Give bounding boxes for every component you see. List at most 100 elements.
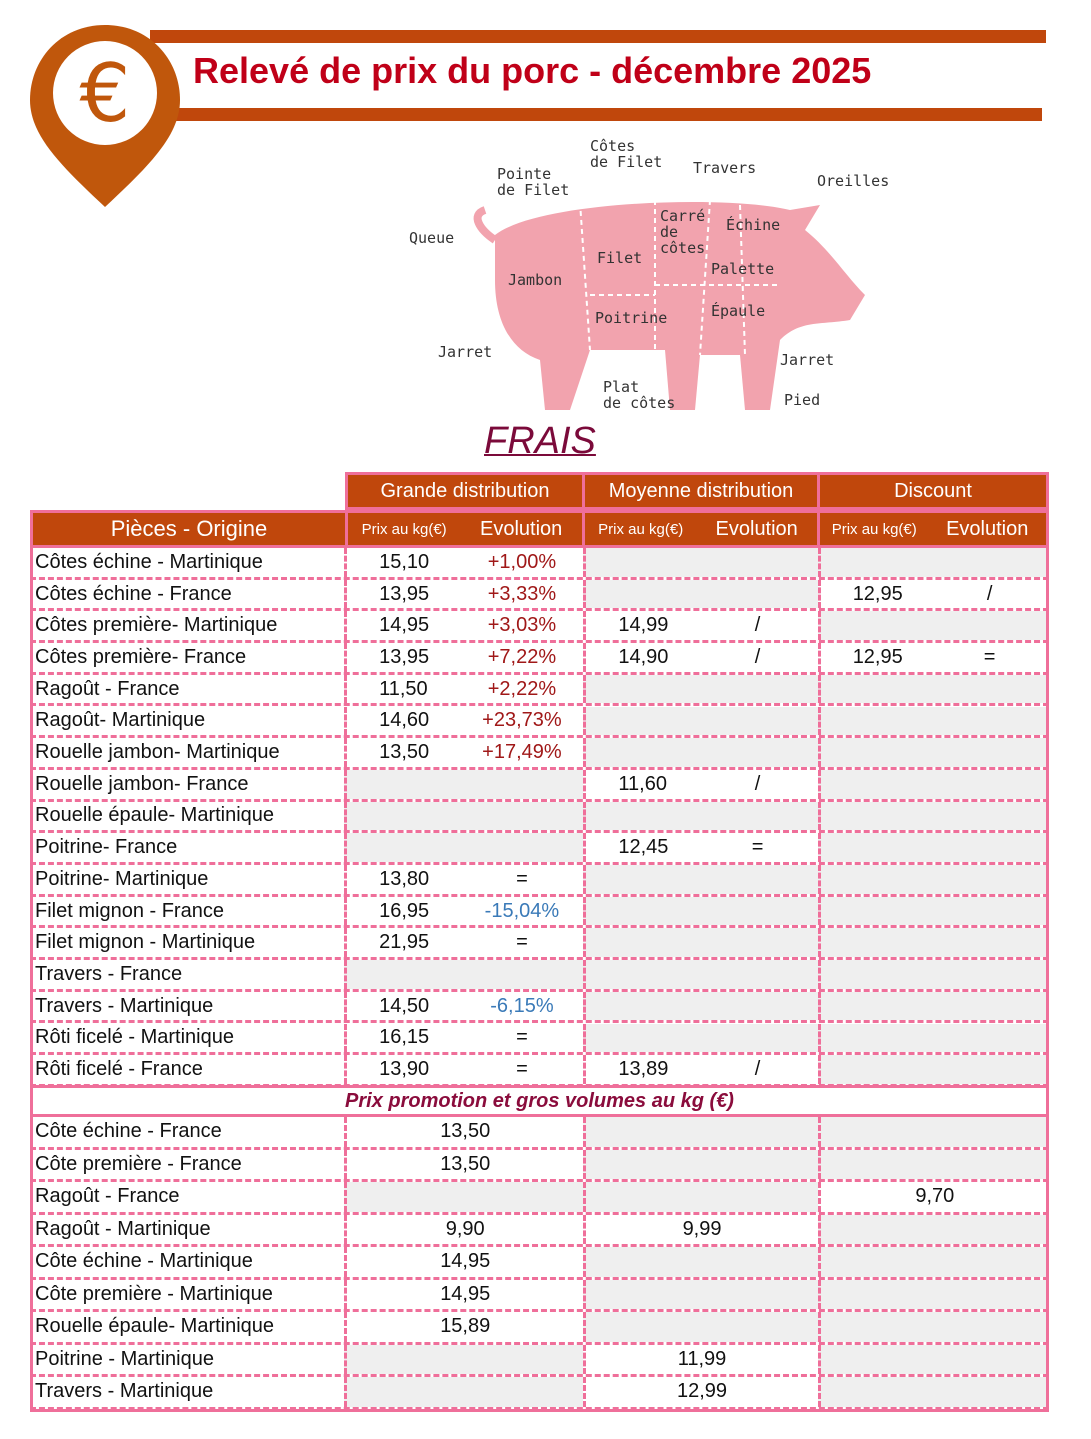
row-label: Côtes échine - Martinique bbox=[30, 548, 345, 577]
evolution-value bbox=[930, 548, 1049, 577]
price-value bbox=[586, 707, 697, 736]
pig-label-travers: Travers bbox=[693, 159, 757, 177]
price-value bbox=[586, 928, 697, 957]
promo-price-value: 9,90 bbox=[445, 1217, 485, 1240]
evolution-value: +7,22% bbox=[487, 645, 557, 668]
promo-price-value bbox=[821, 1150, 1049, 1180]
row-label: Poitrine- Martinique bbox=[30, 865, 345, 894]
promo-cell bbox=[583, 1117, 818, 1147]
row-label: Ragoût - France bbox=[30, 674, 345, 704]
group-cells bbox=[817, 1055, 1049, 1084]
promo-price-value: 14,95 bbox=[440, 1282, 491, 1305]
evolution-value bbox=[930, 611, 1049, 640]
page-title: Relevé de prix du porc - décembre 2025 bbox=[193, 50, 872, 91]
promo-price-value bbox=[821, 1117, 1049, 1147]
group-cells: 12,95 / bbox=[817, 579, 1049, 609]
evolution-value bbox=[697, 738, 817, 767]
row-label: Côte échine - Martinique bbox=[30, 1247, 345, 1277]
evolution-value: -6,15% bbox=[490, 994, 554, 1017]
promo-cell bbox=[817, 1247, 1049, 1277]
table-row: Côtes première- France 13,95 +7,22% 14,9… bbox=[30, 643, 1049, 675]
promo-price-value bbox=[586, 1247, 817, 1277]
promo-price-value bbox=[586, 1117, 817, 1147]
promo-section-title: Prix promotion et gros volumes au kg (€) bbox=[30, 1085, 1049, 1117]
row-label: Ragoût - France bbox=[30, 1182, 345, 1212]
table-row: Filet mignon - Martinique 21,95 = bbox=[30, 928, 1049, 961]
group-cells bbox=[817, 896, 1049, 926]
price-value bbox=[586, 992, 697, 1021]
evolution-value: +1,00% bbox=[487, 550, 557, 573]
row-label: Poitrine - Martinique bbox=[30, 1344, 345, 1374]
evolution-value bbox=[697, 897, 817, 926]
group-cells: 13,89 / bbox=[583, 1055, 818, 1084]
pig-label-carre-de-cotes: Carré de côtes bbox=[660, 207, 706, 257]
promo-price-value bbox=[821, 1312, 1049, 1342]
price-value: 13,89 bbox=[618, 1058, 669, 1081]
pig-label-pied: Pied bbox=[784, 391, 821, 409]
promo-price-value bbox=[821, 1280, 1049, 1310]
price-value bbox=[821, 675, 931, 704]
evolution-value: +23,73% bbox=[482, 709, 562, 732]
table-row: Côtes première- Martinique 14,95 +3,03% … bbox=[30, 611, 1049, 644]
group-cells: 12,45 = bbox=[583, 833, 818, 862]
group-cells bbox=[817, 738, 1049, 767]
group-header-grande: Grande distribution bbox=[345, 472, 585, 510]
promo-cell: 13,50 bbox=[344, 1149, 584, 1179]
price-value bbox=[586, 802, 697, 831]
price-value: 13,80 bbox=[379, 867, 430, 890]
promo-cell: 12,99 bbox=[583, 1377, 818, 1407]
row-label: Côtes première- Martinique bbox=[30, 611, 345, 641]
evolution-value bbox=[697, 992, 817, 1021]
pig-label-poitrine: Poitrine bbox=[595, 309, 668, 327]
table-row: Ragoût - France 11,50 +2,22% bbox=[30, 674, 1049, 707]
row-label: Côtes échine - France bbox=[30, 579, 345, 609]
row-label: Côtes première- France bbox=[30, 643, 345, 672]
price-value bbox=[586, 675, 697, 704]
evolution-value: +2,22% bbox=[487, 677, 557, 700]
group-cells bbox=[817, 928, 1049, 958]
svg-text:€: € bbox=[80, 47, 131, 140]
promo-price-value: 12,99 bbox=[677, 1380, 728, 1403]
price-value bbox=[347, 833, 460, 862]
evolution-value bbox=[697, 675, 817, 704]
evolution-value: = bbox=[751, 836, 764, 859]
price-value bbox=[821, 1024, 931, 1053]
evolution-value bbox=[697, 802, 817, 831]
group-cells bbox=[817, 611, 1049, 641]
price-value: 13,50 bbox=[379, 741, 430, 764]
promo-row: Côte échine - France 13,50 bbox=[30, 1117, 1049, 1150]
group-header-moyenne: Moyenne distribution bbox=[582, 472, 820, 510]
group-cells: 13,50 +17,49% bbox=[344, 738, 584, 767]
table-row: Rouelle jambon- France 11,60 / bbox=[30, 769, 1049, 802]
group-cells bbox=[583, 991, 818, 1021]
promo-price-value bbox=[821, 1345, 1049, 1375]
evolution-value: = bbox=[516, 1058, 528, 1081]
promo-price-value bbox=[821, 1247, 1049, 1277]
group-cells bbox=[344, 769, 584, 799]
promo-cell: 9,99 bbox=[583, 1214, 818, 1244]
promo-cell bbox=[344, 1182, 584, 1212]
pig-label-jambon: Jambon bbox=[508, 271, 563, 289]
price-value: 16,15 bbox=[379, 1026, 430, 1049]
row-label: Filet mignon - France bbox=[30, 896, 345, 926]
row-label: Rouelle épaule- Martinique bbox=[30, 1312, 345, 1342]
pig-label-queue: Queue bbox=[409, 229, 455, 247]
row-label: Rouelle épaule- Martinique bbox=[30, 801, 345, 831]
promo-price-value bbox=[586, 1182, 817, 1212]
evolution-value bbox=[930, 833, 1049, 862]
promo-cell bbox=[344, 1377, 584, 1407]
price-value bbox=[821, 770, 931, 799]
price-value: 11,60 bbox=[618, 772, 667, 795]
pig-label-filet: Filet bbox=[597, 249, 643, 267]
row-label: Rouelle jambon- Martinique bbox=[30, 738, 345, 767]
evolution-value bbox=[930, 802, 1049, 831]
promo-row: Ragoût - Martinique 9,90 9,99 bbox=[30, 1214, 1049, 1247]
price-value bbox=[586, 580, 697, 609]
evolution-value: / bbox=[754, 645, 761, 668]
evolution-value bbox=[461, 770, 584, 799]
promo-price-value: 9,70 bbox=[915, 1185, 955, 1208]
row-label: Rôti ficelé - Martinique bbox=[30, 1023, 345, 1053]
group-cells bbox=[583, 801, 818, 831]
group-header-discount: Discount bbox=[817, 472, 1049, 510]
price-value bbox=[821, 992, 931, 1021]
